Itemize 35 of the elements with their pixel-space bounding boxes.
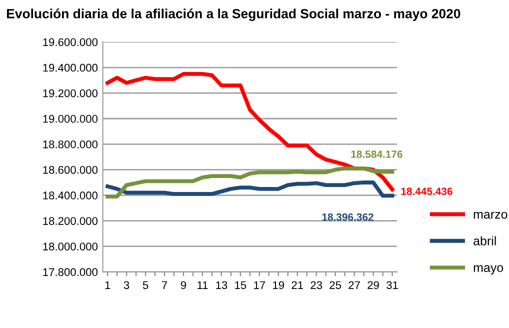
x-tick-label: 7 [162, 281, 168, 289]
y-tick-label: 19.000.000 [43, 114, 98, 123]
line-series [106, 180, 394, 198]
y-tick-label: 18.200.000 [43, 217, 98, 225]
x-tick-label: 1 [105, 281, 110, 289]
y-tick-label: 18.400.000 [43, 192, 98, 200]
chart-title: Evolución diaria de la afiliación a la Seguridad Social marzo - mayo 2020 [6, 8, 460, 21]
x-tick-label: 17 [254, 281, 266, 289]
x-tick-label: 21 [292, 281, 304, 289]
x-tick-label: 19 [273, 281, 284, 290]
y-tick-label: 18.000.000 [43, 242, 98, 250]
x-tick-label: 13 [216, 281, 228, 290]
x-tick-label: 3 [124, 281, 130, 290]
x-tick-label: 25 [330, 281, 342, 290]
data-label: 18.584.176 [351, 150, 402, 158]
x-tick-label: 15 [235, 281, 246, 290]
y-tick-label: 19.400.000 [43, 64, 98, 72]
y-tick-label: 19.200.000 [43, 89, 98, 98]
data-label: 18.396.362 [322, 213, 374, 221]
y-tick-label: 19.600.000 [43, 38, 98, 46]
y-tick-label: 18.600.000 [43, 166, 98, 174]
x-tick-label: 9 [180, 281, 186, 290]
legend-label: marzo [474, 212, 508, 219]
x-tick-label: 29 [368, 281, 379, 290]
y-tick-label: 18.800.000 [43, 140, 98, 148]
data-label: 18.445.436 [401, 188, 452, 196]
x-tick-label: 5 [142, 281, 148, 290]
x-tick-label: 27 [348, 281, 360, 289]
line-series [106, 166, 394, 198]
legend-label: mayo [474, 265, 504, 274]
x-tick-label: 23 [310, 281, 322, 290]
y-tick-label: 17.800.000 [43, 268, 98, 276]
legend-label: abril [474, 236, 496, 246]
x-tick-label: 11 [198, 281, 208, 289]
x-tick-label: 31 [386, 281, 398, 290]
